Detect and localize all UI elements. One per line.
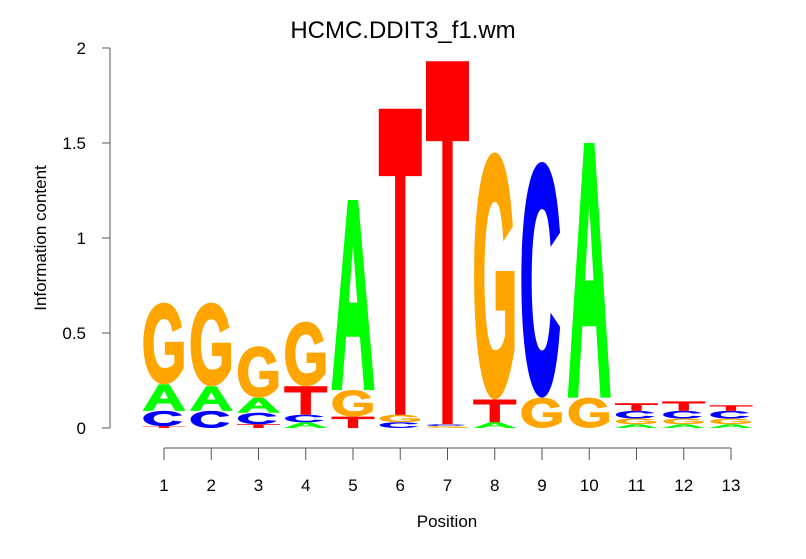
logo-column <box>331 200 375 428</box>
letter-C <box>379 422 419 428</box>
letter-T <box>142 426 186 428</box>
logo-column <box>521 162 562 428</box>
letter-G <box>332 390 373 417</box>
x-tick-label: 8 <box>490 476 499 495</box>
logo-column <box>426 61 469 428</box>
letter-G <box>568 397 610 428</box>
x-tick-label: 4 <box>301 476 310 495</box>
y-tick-label: 1 <box>77 229 86 248</box>
letter-A <box>709 424 753 428</box>
letter-A <box>142 384 186 411</box>
letter-T <box>378 108 422 415</box>
logo-column <box>473 152 517 428</box>
logo-column <box>189 302 233 428</box>
x-axis-label: Position <box>417 512 477 531</box>
letter-C <box>237 412 277 425</box>
logo-column <box>378 108 422 428</box>
x-tick-label: 10 <box>580 476 599 495</box>
y-axis-label: Information content <box>31 165 50 311</box>
letter-G <box>710 418 751 425</box>
x-tick-label: 13 <box>722 476 741 495</box>
y-tick-label: 2 <box>77 39 86 58</box>
x-tick-label: 7 <box>443 476 452 495</box>
letter-G <box>474 152 515 400</box>
x-tick-label: 9 <box>537 476 546 495</box>
letter-G <box>143 302 184 385</box>
letter-A <box>331 200 375 390</box>
letter-A <box>284 422 328 428</box>
letter-T <box>709 405 753 411</box>
y-tick-label: 0 <box>77 419 86 438</box>
letter-T <box>237 424 280 428</box>
letter-C <box>143 410 183 427</box>
logo-column <box>709 405 753 428</box>
logo-column <box>662 401 706 428</box>
x-tick-label: 1 <box>159 476 168 495</box>
letter-G <box>237 346 279 398</box>
letter-T <box>426 61 469 425</box>
letter-G <box>615 418 657 425</box>
logo-column <box>142 302 186 428</box>
letter-G <box>426 426 468 428</box>
x-tick-label: 2 <box>207 476 216 495</box>
x-tick-label: 11 <box>628 476 646 495</box>
letter-A <box>615 424 658 428</box>
letter-T <box>615 403 658 411</box>
x-tick-label: 12 <box>674 476 693 495</box>
letter-A <box>237 397 280 413</box>
letter-A <box>189 386 233 411</box>
logo-column <box>284 321 328 428</box>
letter-C <box>663 410 702 419</box>
letter-C <box>521 162 561 398</box>
y-axis: 0 0.5 1 1.5 2 <box>62 39 111 438</box>
letter-G <box>190 302 232 387</box>
letter-G <box>521 397 562 428</box>
y-tick-label: 1.5 <box>62 134 86 153</box>
logo-column <box>615 403 658 428</box>
letter-G <box>663 418 704 425</box>
y-tick-label: 0.5 <box>62 324 86 343</box>
letter-A <box>662 424 706 428</box>
letter-A <box>567 143 611 398</box>
letter-A <box>473 422 517 428</box>
logo-column <box>567 143 611 428</box>
x-tick-label: 5 <box>348 476 357 495</box>
x-tick-label: 6 <box>396 476 405 495</box>
letter-C <box>285 414 324 423</box>
letter-C <box>426 424 466 427</box>
letter-T <box>473 399 517 423</box>
chart-title: HCMC.DDIT3_f1.wm <box>290 17 515 44</box>
letter-T <box>662 401 706 411</box>
letter-G <box>379 414 421 423</box>
letter-C <box>190 410 230 428</box>
x-axis: 1 2 3 4 5 6 7 8 9 10 11 12 13 <box>159 447 741 495</box>
letter-T <box>284 386 328 415</box>
letter-C <box>710 410 750 419</box>
letter-T <box>331 416 375 428</box>
logo-column <box>237 346 280 428</box>
logo-letters <box>142 61 753 428</box>
letter-C <box>615 410 655 419</box>
x-tick-label: 3 <box>254 476 263 495</box>
letter-G <box>285 321 326 387</box>
